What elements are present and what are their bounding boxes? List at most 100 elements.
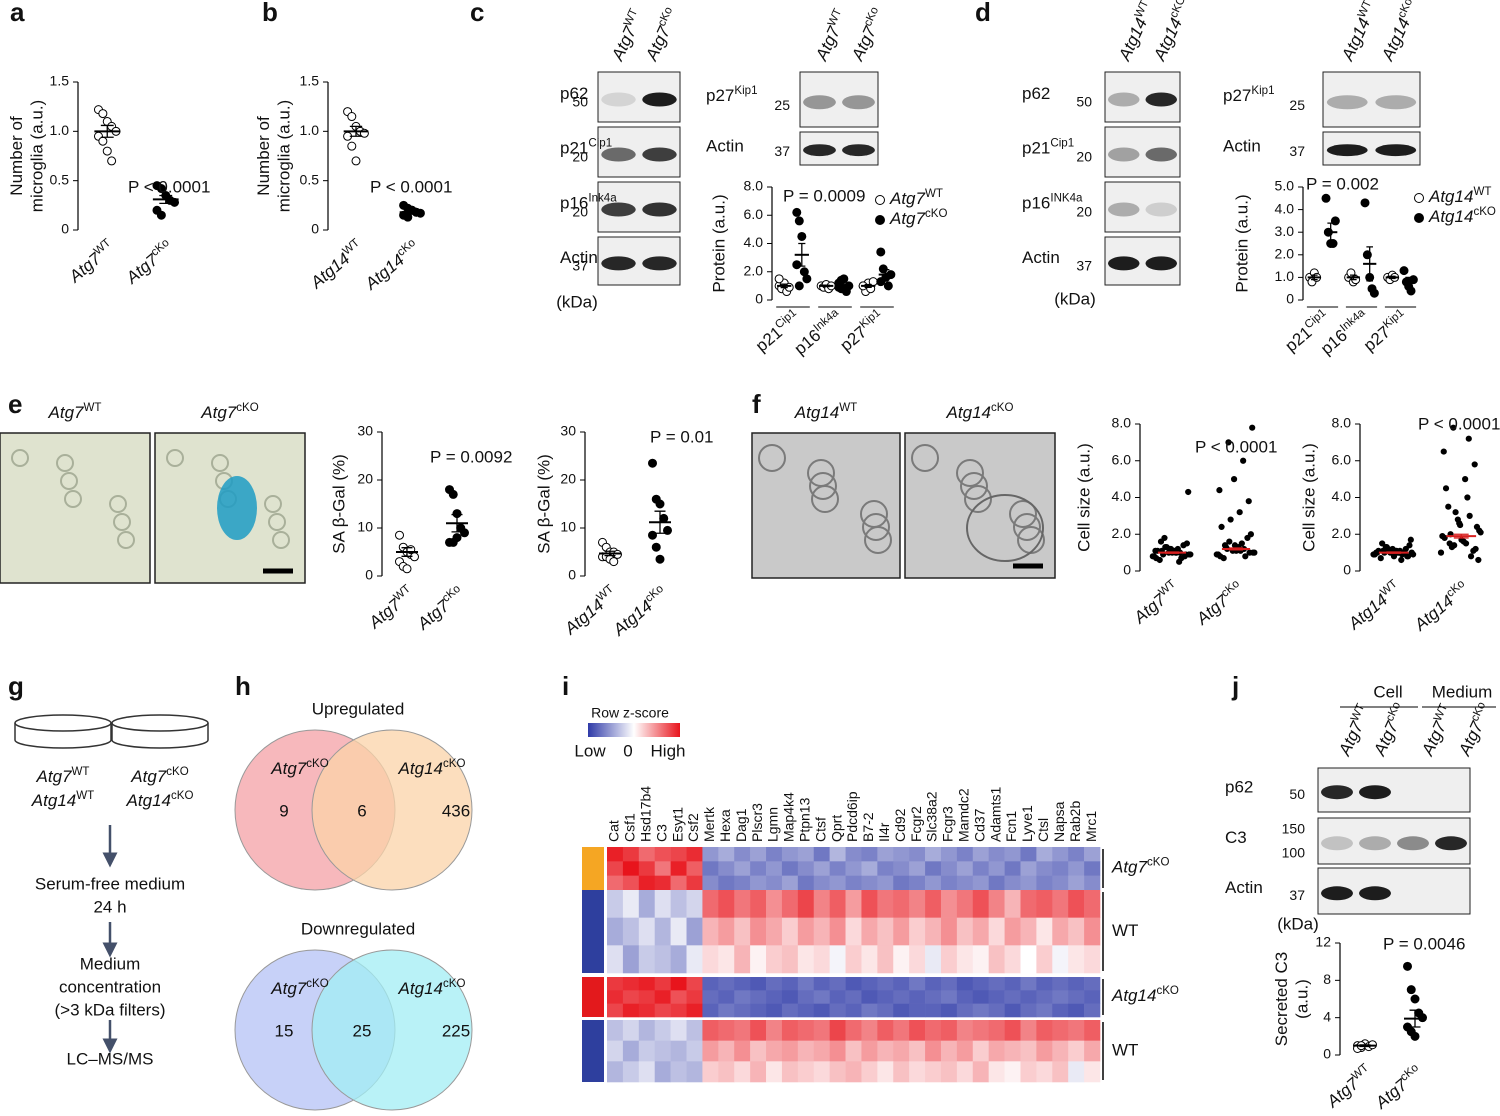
heat-cell <box>1020 875 1037 891</box>
heat-cell <box>909 1003 926 1018</box>
heat-cell <box>1084 917 1101 946</box>
heat-cell <box>654 977 671 991</box>
gene-label: Dag1 <box>733 808 749 842</box>
dish-label-base: Atg7 <box>130 767 167 786</box>
heat-cell <box>1084 990 1101 1004</box>
heat-cell <box>1068 875 1085 891</box>
heat-cell <box>607 847 624 862</box>
band <box>601 147 636 162</box>
data-point <box>1404 553 1411 560</box>
heat-cell <box>861 1061 878 1083</box>
heat-cell <box>702 1003 719 1018</box>
sem-bar <box>1409 1009 1421 1028</box>
heat-cell <box>845 917 862 946</box>
gene-label: Qprt <box>828 815 844 842</box>
protein-label: p62 <box>560 84 588 103</box>
dish-label-base: Atg7 <box>36 767 73 786</box>
data-point <box>1456 520 1463 527</box>
x-tick-label-sup: Kip1 <box>1381 307 1406 331</box>
data-point <box>351 156 361 166</box>
data-point <box>1166 545 1174 553</box>
data-point <box>609 557 619 567</box>
heat-cell <box>781 861 799 876</box>
heat-cell <box>670 890 687 918</box>
heat-cell <box>909 875 926 891</box>
legend-label-base: Atg7 <box>889 189 926 208</box>
data-point <box>648 530 657 540</box>
heat-cell <box>988 990 1005 1004</box>
protein-label-base: p27 <box>1223 86 1251 105</box>
heat-cell <box>766 1003 783 1018</box>
heat-cell <box>1084 977 1101 991</box>
heat-cell <box>813 875 830 891</box>
protein-label-sup: Kip1 <box>734 85 757 97</box>
group-label: Atg7cKO <box>1111 857 1169 877</box>
y-tick-label: 2.0 <box>1112 525 1132 541</box>
heat-cell <box>1052 945 1069 974</box>
heat-cell <box>893 917 910 946</box>
lane-label: Atg7WT <box>811 7 852 65</box>
heat-cell <box>909 990 926 1004</box>
heat-cell <box>940 875 958 891</box>
micrograph-label: Atg7WT <box>48 402 102 422</box>
heat-cell <box>1036 1040 1053 1062</box>
heat-cell <box>622 890 640 918</box>
heat-cell <box>638 1040 656 1062</box>
group-bar <box>582 977 604 1017</box>
heat-cell <box>686 861 703 876</box>
marker-label: 37 <box>1076 257 1092 273</box>
sem-bar <box>451 513 463 533</box>
sem-bar <box>1359 1044 1371 1048</box>
sem-bar <box>349 125 363 137</box>
heat-cell <box>893 875 910 891</box>
data-point <box>1398 556 1405 564</box>
heat-cell <box>766 1061 783 1083</box>
heat-cell <box>797 847 815 862</box>
data-point <box>1251 549 1258 556</box>
heat-cell <box>813 977 830 991</box>
y-tick-label: 3.0 <box>1275 223 1295 239</box>
legend-label-sup: cKO <box>925 208 947 220</box>
x-tick-label: Atg14cKo <box>608 583 671 641</box>
heat-cell <box>1052 990 1069 1004</box>
data-point <box>1410 994 1420 1004</box>
marker-label: 25 <box>774 97 790 113</box>
data-point <box>1242 553 1249 560</box>
heat-cell <box>909 1040 926 1062</box>
lane-label-base: Atg7 <box>848 23 881 64</box>
heat-cell <box>909 861 926 876</box>
heat-cell <box>829 875 846 891</box>
heat-cell <box>734 1020 751 1041</box>
heat-cell <box>877 875 894 891</box>
y-axis-label: Cell size (a.u.) <box>1299 443 1318 552</box>
band <box>842 95 875 110</box>
heat-cell <box>686 990 703 1004</box>
dish-body <box>14 723 112 749</box>
heat-cell <box>909 847 926 862</box>
heat-cell <box>909 917 926 946</box>
heat-cell <box>734 917 751 946</box>
data-point <box>1187 551 1194 558</box>
data-point <box>1410 551 1417 558</box>
heat-cell <box>1020 990 1037 1004</box>
legend-label-base: Atg7 <box>889 209 926 228</box>
lane-label-base: Atg7 <box>642 23 675 64</box>
y-tick-label: 4 <box>1323 1008 1331 1024</box>
heat-cell <box>734 861 751 876</box>
dot-chart: 0 2.0 4.0 6.0 8.0 Cell size (a.u.) Atg7WTAtg7c… <box>1074 415 1277 630</box>
heat-cell <box>861 1020 878 1041</box>
heat-cell <box>893 990 910 1004</box>
heat-cell <box>1020 890 1037 918</box>
data-point <box>98 109 108 119</box>
gene-label: Fcgr3 <box>940 806 956 842</box>
y-axis-label: Number ofmicroglia (a.u.) <box>7 100 46 212</box>
heat-cell <box>1068 1020 1085 1041</box>
heat-cell <box>718 875 735 891</box>
heat-cell <box>988 890 1005 918</box>
data-point <box>1450 424 1457 431</box>
heat-cell <box>1052 1040 1069 1062</box>
heat-cell <box>781 977 799 991</box>
y-axis-label-line: Number of <box>254 116 273 196</box>
data-point <box>774 274 784 284</box>
data-point <box>792 207 802 217</box>
